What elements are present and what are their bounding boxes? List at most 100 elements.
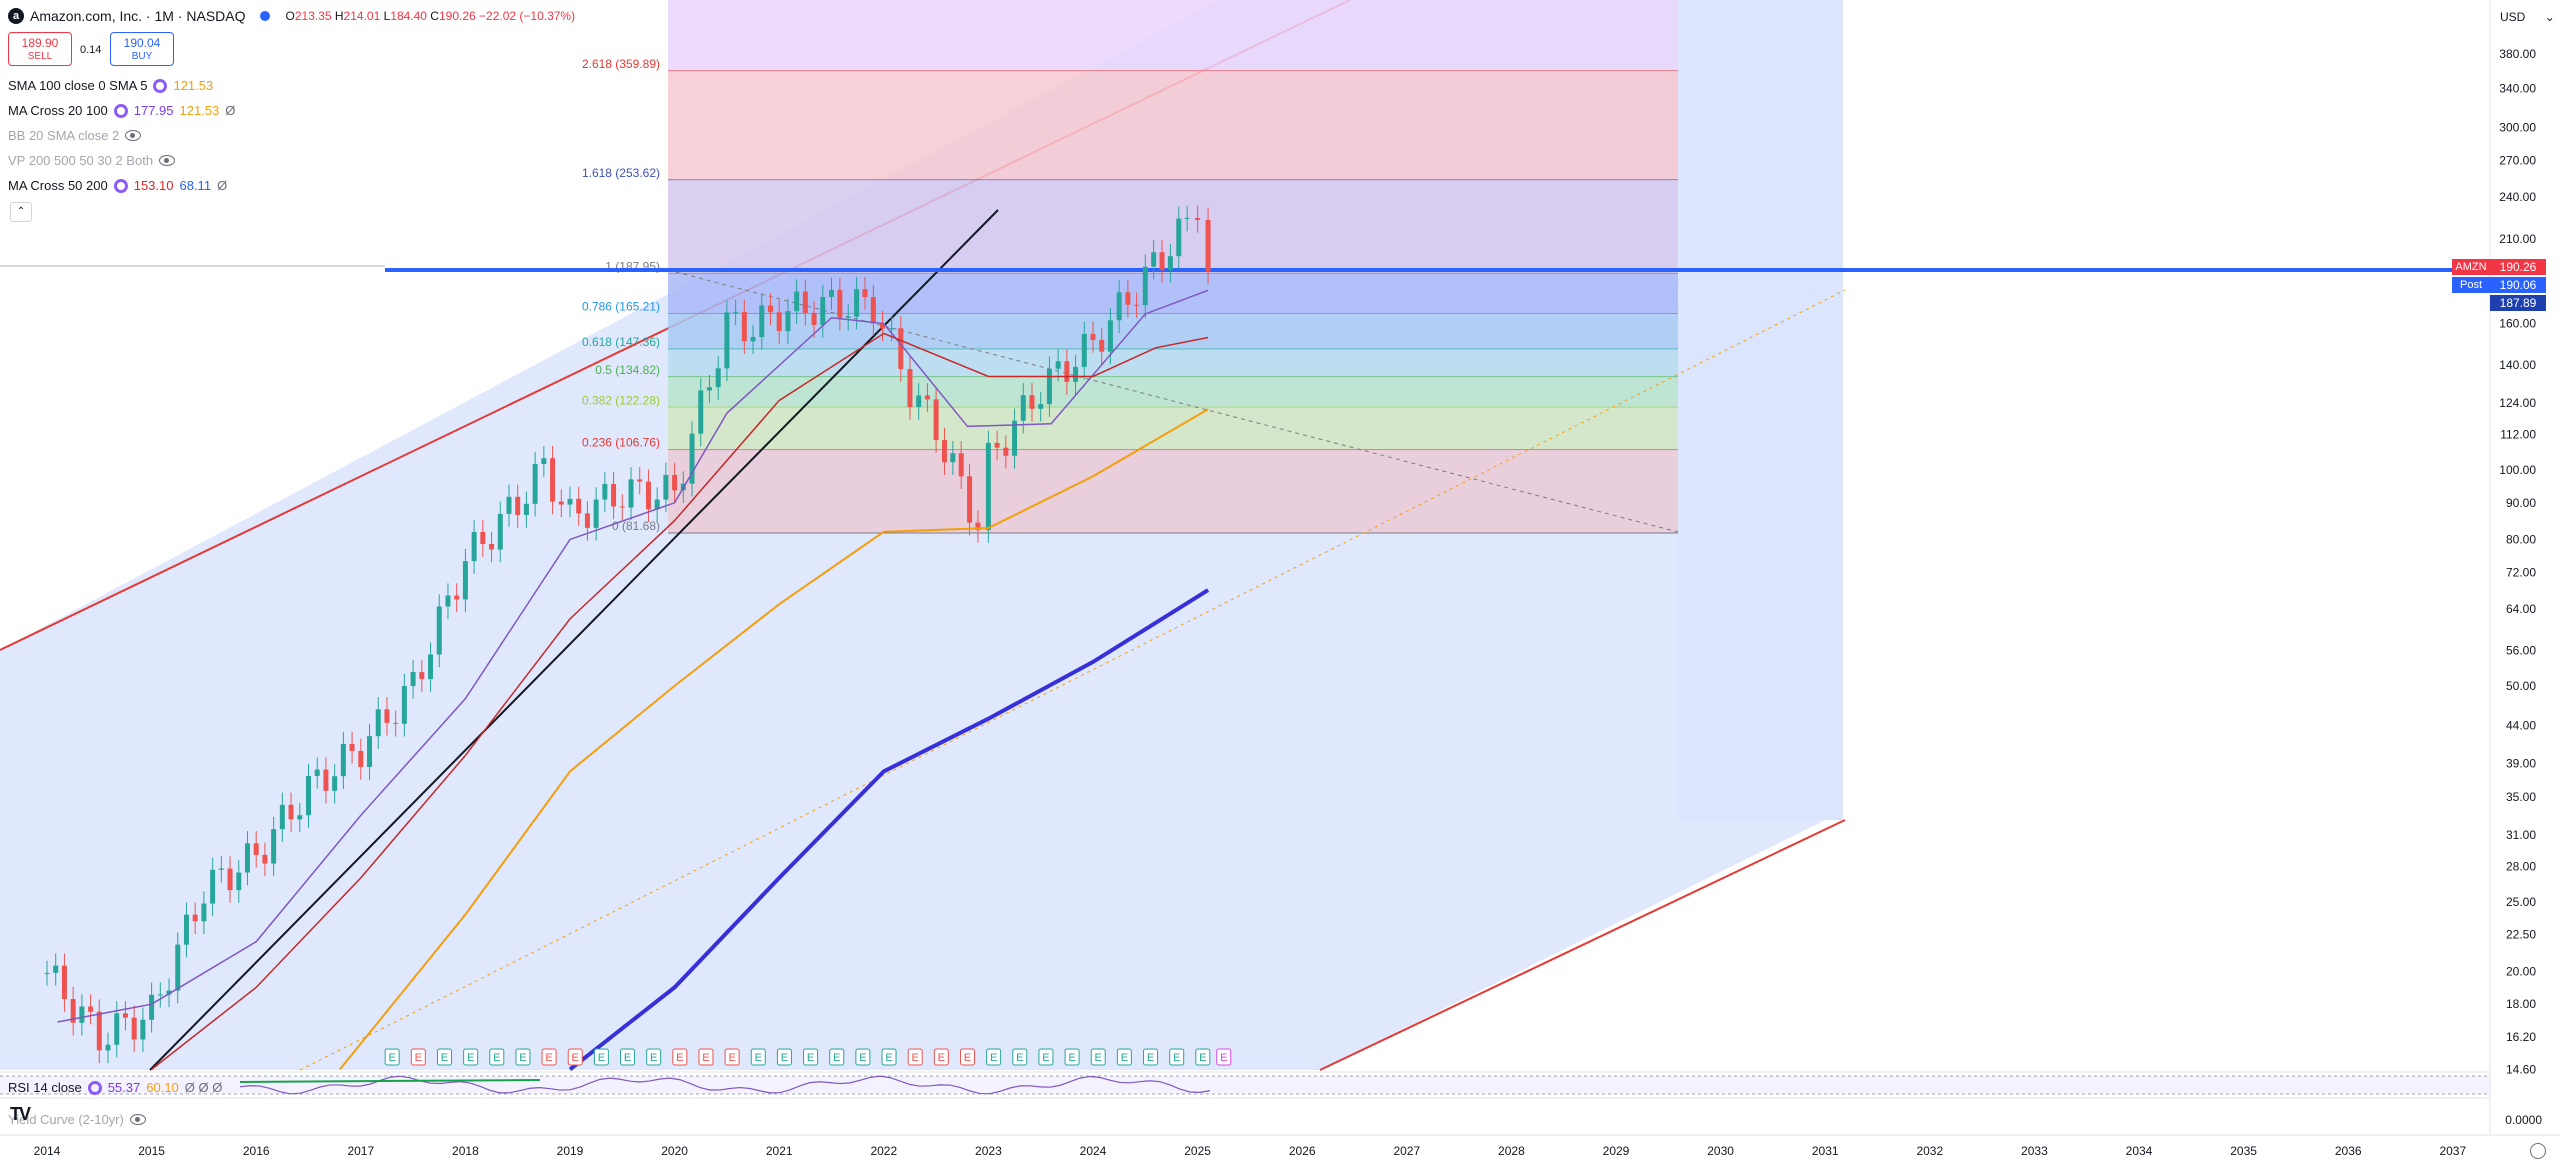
- spread-value: 0.14: [80, 44, 102, 56]
- time-axis-label: 2019: [557, 1144, 584, 1158]
- indicator-value: 121.53: [173, 78, 214, 93]
- time-axis-label: 2027: [1393, 1144, 1420, 1158]
- earnings-marker-label: E: [1220, 1052, 1227, 1064]
- candle: [532, 463, 538, 504]
- sell-label: SELL: [27, 51, 53, 62]
- indicator-row-ma-cross-20-100[interactable]: MA Cross 20 100 177.95 121.53 Ø: [8, 103, 235, 118]
- hidden-eye-icon[interactable]: [125, 130, 142, 141]
- earnings-marker: [463, 1048, 479, 1066]
- candle: [1003, 447, 1009, 456]
- sell-price: 189.90: [21, 36, 59, 50]
- candle: [480, 531, 486, 544]
- candle: [523, 503, 529, 515]
- candle: [253, 843, 259, 855]
- fib-level-label: 1.618 (253.62): [582, 166, 660, 180]
- hidden-eye-icon[interactable]: [159, 155, 176, 166]
- indicator-name: SMA 100 close 0 SMA 5: [8, 78, 148, 93]
- fib-zone: [668, 349, 1678, 377]
- time-axis-label: 2025: [1184, 1144, 1211, 1158]
- settings-icon[interactable]: [113, 178, 128, 193]
- earnings-marker: [489, 1048, 505, 1066]
- candle: [279, 804, 285, 830]
- candle: [967, 476, 973, 523]
- sell-button[interactable]: 189.90 SELL: [8, 32, 72, 66]
- candle: [70, 999, 76, 1023]
- last-price-tag: 190.26: [2490, 259, 2546, 275]
- indicator-row-ma-cross-50-200[interactable]: MA Cross 50 200 153.10 68.11 Ø: [8, 178, 227, 193]
- time-axis-label: 2036: [2335, 1144, 2362, 1158]
- buy-button[interactable]: 190.04 BUY: [110, 32, 174, 66]
- indicator-value-1: 177.95: [133, 103, 174, 118]
- candle: [462, 561, 468, 600]
- collapse-legend-button[interactable]: ⌃: [10, 202, 32, 222]
- candle: [297, 815, 303, 820]
- rsi-legend[interactable]: RSI 14 close 55.37 60.10 Ø Ø Ø: [8, 1080, 222, 1095]
- candle: [1029, 395, 1035, 409]
- candle: [131, 1017, 137, 1040]
- settings-icon[interactable]: [153, 78, 168, 93]
- price-axis-label: 210.00: [2499, 232, 2536, 246]
- earnings-marker-label: E: [912, 1052, 919, 1064]
- settings-icon[interactable]: [113, 103, 128, 118]
- candle: [854, 289, 860, 317]
- yield-legend[interactable]: Yield Curve (2-10yr): [8, 1112, 146, 1127]
- price-axis-label: 39.00: [2506, 756, 2536, 770]
- fib-zone: [668, 273, 1678, 314]
- earnings-marker: [829, 1048, 845, 1066]
- candle: [218, 868, 224, 870]
- earnings-marker-label: E: [493, 1052, 500, 1064]
- earnings-marker-label: E: [572, 1052, 579, 1064]
- price-axis-label: 14.60: [2506, 1062, 2536, 1076]
- candle: [558, 501, 564, 505]
- price-axis-label: 20.00: [2506, 964, 2536, 978]
- fib-zone: [668, 71, 1678, 181]
- candle: [1081, 333, 1087, 367]
- symbol-header: a Amazon.com, Inc. · 1M · NASDAQ O213.35…: [8, 8, 575, 24]
- price-axis-label: 140.00: [2499, 358, 2536, 372]
- candle: [541, 458, 547, 464]
- candle: [410, 672, 416, 687]
- candle: [1038, 404, 1044, 409]
- indicator-row-vp[interactable]: VP 200 500 50 30 2 Both: [8, 153, 176, 168]
- hidden-eye-icon[interactable]: [129, 1114, 146, 1125]
- candle: [907, 369, 913, 408]
- indicator-row-sma100[interactable]: SMA 100 close 0 SMA 5 121.53: [8, 78, 213, 93]
- low-value: 184.40: [390, 9, 427, 23]
- price-axis-label: 80.00: [2506, 532, 2536, 546]
- indicator-row-bb[interactable]: BB 20 SMA close 2: [8, 128, 142, 143]
- candle: [550, 458, 556, 502]
- currency-selector[interactable]: USD ⌄: [2500, 10, 2555, 24]
- time-axis-label: 2023: [975, 1144, 1002, 1158]
- empty-value: Ø: [225, 103, 236, 118]
- change-value: −22.02 (−10.37%): [479, 9, 576, 23]
- candle: [672, 474, 678, 491]
- candle: [401, 686, 407, 724]
- fib-level-label: 0 (81.68): [612, 519, 660, 533]
- candle: [1176, 218, 1182, 257]
- candle: [271, 829, 277, 864]
- candle: [88, 1006, 94, 1012]
- time-axis-label: 2021: [766, 1144, 793, 1158]
- candle: [1134, 304, 1140, 306]
- open-value: 213.35: [294, 9, 332, 23]
- earnings-marker: [567, 1048, 583, 1066]
- earnings-marker-label: E: [441, 1052, 448, 1064]
- candle: [1142, 266, 1148, 306]
- price-axis-label: 56.00: [2506, 644, 2536, 658]
- earnings-marker: [1090, 1048, 1106, 1066]
- earnings-marker: [410, 1048, 426, 1066]
- symbol-title[interactable]: Amazon.com, Inc. · 1M · NASDAQ: [30, 8, 246, 24]
- candle: [776, 312, 782, 332]
- post-tag: Post: [2452, 277, 2490, 293]
- candle: [323, 769, 329, 791]
- settings-icon[interactable]: [87, 1080, 102, 1095]
- candle: [794, 291, 800, 312]
- candle: [862, 289, 868, 298]
- settings-gear-icon[interactable]: [2530, 1143, 2546, 1159]
- earnings-marker-label: E: [545, 1052, 552, 1064]
- rsi-name: RSI 14 close: [8, 1080, 82, 1095]
- candle: [489, 543, 495, 550]
- candle: [157, 994, 163, 996]
- candle: [358, 750, 364, 767]
